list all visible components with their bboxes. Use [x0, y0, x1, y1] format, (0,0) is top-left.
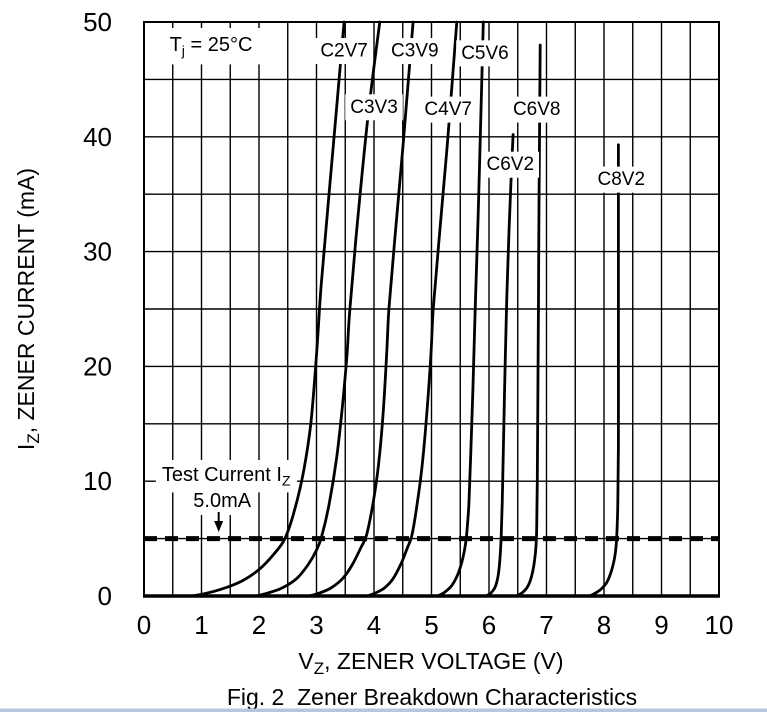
x-tick-label-0: 0 — [137, 610, 151, 640]
axis-titles: VZ, ZENER VOLTAGE (V) IZ, ZENER CURRENT … — [13, 168, 637, 710]
curve-label-box-C6V8 — [507, 96, 566, 123]
curve-label-C4V7: C4V7 — [424, 99, 472, 120]
curve-label-box-C6V2 — [481, 151, 540, 178]
x-tick-label-5: 5 — [424, 610, 438, 640]
curve-label-C8V2: C8V2 — [597, 169, 645, 190]
curve-label-box-C2V7 — [315, 38, 373, 65]
y-tick-label-20: 20 — [83, 351, 112, 381]
curve-label-box-C3V9 — [386, 38, 444, 65]
plot-frame — [143, 21, 720, 598]
y-axis-title: IZ, ZENER CURRENT (mA) — [13, 168, 43, 450]
x-tick-label-6: 6 — [482, 610, 496, 640]
y-tick-label-10: 10 — [83, 466, 112, 496]
curve-C6V2 — [484, 133, 515, 598]
zener-curves — [189, 20, 620, 598]
x-tick-label-8: 8 — [597, 610, 611, 640]
x-tick-label-2: 2 — [252, 610, 266, 640]
curve-label-C5V6: C5V6 — [461, 43, 509, 64]
annotations: Tj = 25°C Test Current IZ5.0mA — [155, 28, 297, 532]
figure-caption: Fig. 2 Zener Breakdown Characteristics — [227, 684, 637, 710]
footer-accent-bar — [0, 708, 767, 712]
curve-C4V7 — [365, 20, 459, 598]
curve-C3V9 — [307, 20, 415, 598]
curve-label-C2V7: C2V7 — [320, 41, 368, 62]
y-tick-label-50: 50 — [83, 7, 112, 37]
curve-label-C3V9: C3V9 — [391, 41, 439, 62]
y-tick-label-40: 40 — [83, 122, 112, 152]
y-tick-label-30: 30 — [83, 237, 112, 267]
curve-label-box-C5V6 — [456, 40, 514, 67]
x-tick-label-3: 3 — [309, 610, 323, 640]
curve-labels: C2V7 C3V3 C3V9 C4V7 C5V6 C6V2 C6V8 C8V2 — [315, 38, 651, 193]
x-tick-label-9: 9 — [654, 610, 668, 640]
junction-temperature-label: Tj = 25°C — [170, 34, 253, 58]
curve-label-C6V2: C6V2 — [487, 154, 535, 175]
x-tick-label-10: 10 — [705, 610, 734, 640]
test-current-label-line1: Test Current IZ — [162, 464, 291, 488]
axis-tick-labels: 0 1 2 3 4 5 6 7 8 9 10 0 10 20 30 40 50 — [83, 7, 733, 640]
curve-C5V6 — [435, 20, 485, 598]
curve-label-C6V8: C6V8 — [513, 99, 561, 120]
curve-C6V8 — [515, 43, 542, 598]
curve-C3V3 — [254, 20, 382, 598]
junction-temperature-label-box — [161, 28, 261, 65]
x-axis-title: VZ, ZENER VOLTAGE (V) — [298, 648, 563, 678]
test-current-label-box2 — [187, 487, 258, 515]
curve-label-box-C4V7 — [419, 96, 477, 123]
curve-label-box-C3V3 — [345, 94, 403, 121]
test-current-label-line2: 5.0mA — [193, 490, 251, 512]
y-tick-label-0: 0 — [98, 581, 112, 611]
x-tick-label-4: 4 — [367, 610, 381, 640]
curve-label-C3V3: C3V3 — [350, 97, 398, 118]
curve-C2V7 — [189, 20, 346, 598]
test-current-arrow-head — [214, 521, 224, 532]
x-tick-label-7: 7 — [539, 610, 553, 640]
x-tick-label-1: 1 — [194, 610, 208, 640]
curve-label-box-C8V2 — [592, 166, 651, 193]
